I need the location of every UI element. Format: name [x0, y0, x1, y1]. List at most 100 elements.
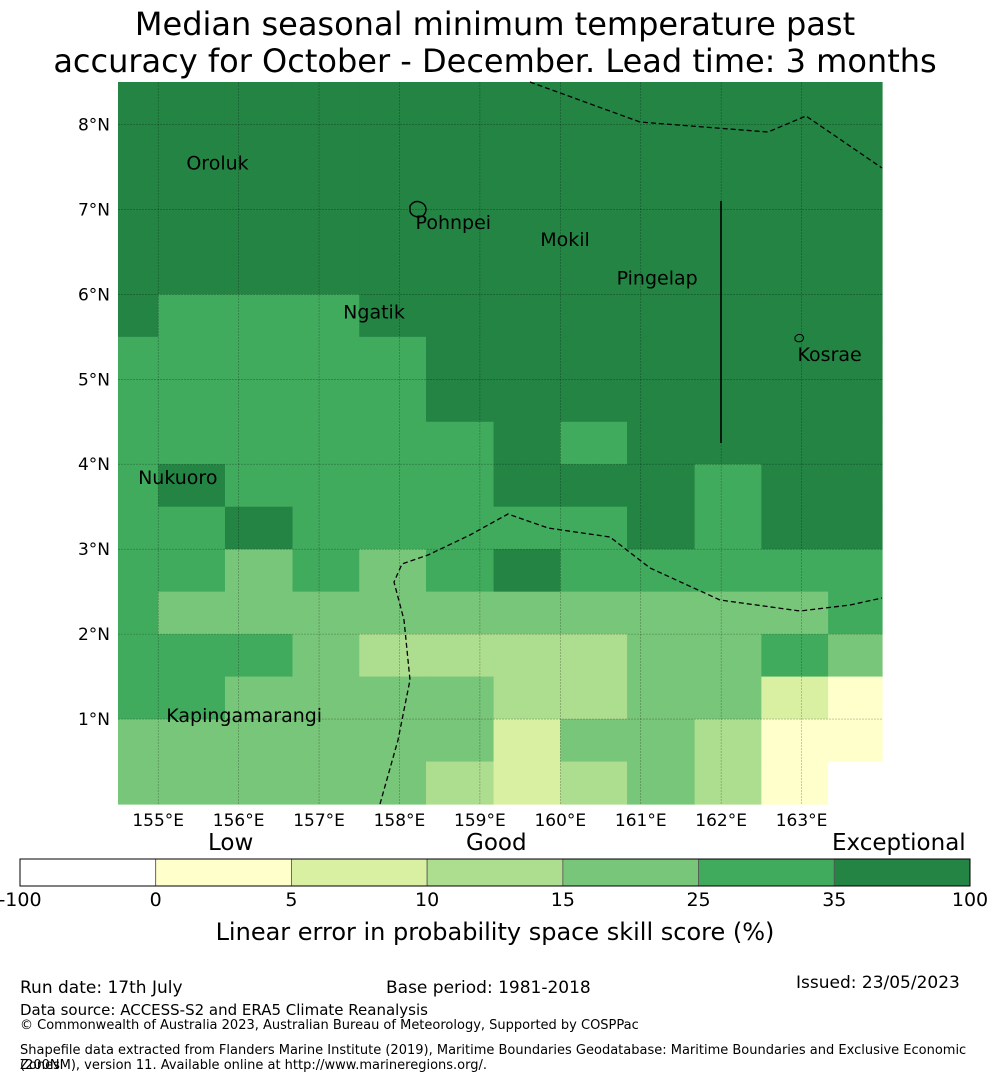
colorbar-bin — [155, 858, 292, 887]
skill-cell — [292, 294, 360, 338]
shapefile-credit-line-2: (200NM), version 11. Available online at… — [20, 1058, 488, 1073]
skill-cell — [828, 761, 883, 805]
skill-cell — [224, 549, 294, 593]
skill-cell — [627, 379, 696, 423]
skill-cell — [694, 294, 762, 338]
skill-cell — [493, 379, 561, 423]
longitude-tick-label: 157°E — [293, 811, 345, 830]
skill-cell — [359, 634, 427, 678]
skill-cell — [627, 591, 696, 635]
skill-cell — [493, 761, 561, 805]
island-outlines — [409, 200, 804, 343]
colorbar-tick-label: 25 — [686, 889, 711, 911]
latitude-tick-label: 8°N — [78, 115, 110, 135]
latitude-tick-label: 5°N — [78, 370, 110, 390]
skill-cell — [118, 761, 159, 805]
title-line-1: Median seasonal minimum temperature past — [134, 5, 856, 43]
skill-cell — [118, 464, 159, 508]
place-label-oroluk: Oroluk — [186, 153, 248, 175]
skill-cell — [694, 549, 762, 593]
skill-cell — [359, 82, 427, 295]
skill-cell — [158, 591, 226, 635]
skill-cell — [118, 82, 159, 295]
skill-cell — [694, 719, 762, 763]
skill-cell — [694, 464, 762, 508]
skill-cell — [292, 506, 360, 550]
skill-cell — [118, 634, 159, 678]
skill-cell — [292, 336, 360, 380]
skill-cell — [118, 506, 159, 550]
skill-cell — [627, 719, 696, 763]
skill-cell — [359, 336, 427, 380]
place-labels: Oroluk Pohnpei Mokil Pingelap Ngatik Kosrae Nu… — [138, 153, 862, 727]
skill-cell — [761, 379, 829, 423]
skill-cell — [493, 294, 561, 338]
skill-cell — [224, 82, 294, 295]
skill-cell — [627, 421, 696, 465]
skill-cell — [359, 761, 427, 805]
skill-cell — [224, 506, 294, 550]
skill-cell — [627, 761, 696, 805]
place-label-ngatik: Ngatik — [343, 301, 405, 323]
skill-cell — [359, 591, 427, 635]
skill-cell — [828, 82, 883, 295]
skill-cell — [493, 82, 561, 295]
place-label-kosrae: Kosrae — [798, 344, 862, 366]
skill-cell — [118, 294, 159, 338]
skill-cell — [627, 464, 696, 508]
colorbar-tick-label: 35 — [822, 889, 847, 911]
skill-cell — [292, 82, 360, 295]
colorbar-tick-label: 5 — [285, 889, 298, 911]
skill-cell — [426, 719, 495, 763]
longitude-tick-label: 161°E — [615, 811, 667, 830]
skill-cell — [158, 421, 226, 465]
pohnpei-island-shape — [409, 200, 427, 218]
skill-cell — [426, 676, 495, 720]
colorbar-bin — [291, 858, 428, 887]
skill-cell — [158, 676, 226, 720]
skill-cell — [224, 591, 294, 635]
skill-cell — [761, 82, 829, 295]
skill-cell — [426, 761, 495, 805]
skill-cell — [627, 82, 696, 295]
colorbar-tick-label: -100 — [0, 889, 42, 911]
colorbar-bin — [833, 858, 971, 887]
skill-cell — [158, 464, 226, 508]
latitude-tick-label: 7°N — [78, 200, 110, 220]
longitude-tick-label: 159°E — [454, 811, 506, 830]
skill-cell — [694, 506, 762, 550]
longitude-tick-label: 162°E — [695, 811, 747, 830]
skill-cell — [158, 719, 226, 763]
skill-cell — [828, 421, 883, 465]
skill-cell — [761, 464, 829, 508]
skill-cell — [627, 336, 696, 380]
skill-cell — [118, 379, 159, 423]
skill-cell — [761, 549, 829, 593]
skill-cell — [627, 506, 696, 550]
category-good: Good — [466, 830, 527, 856]
skill-cell — [560, 719, 628, 763]
category-low: Low — [208, 830, 254, 856]
skill-grid-cells — [118, 82, 883, 805]
skill-cell — [158, 506, 226, 550]
skill-cell — [828, 506, 883, 550]
skill-cell — [426, 421, 495, 465]
skill-cell — [359, 719, 427, 763]
latitude-tick-label: 2°N — [78, 625, 110, 645]
skill-cell — [118, 676, 159, 720]
skill-cell — [761, 294, 829, 338]
skill-cell — [761, 591, 829, 635]
place-label-nukuoro: Nukuoro — [138, 467, 217, 489]
colorbar-bin — [19, 858, 157, 887]
skill-cell — [560, 294, 628, 338]
skill-cell — [694, 676, 762, 720]
skill-cell — [694, 336, 762, 380]
skill-cell — [627, 634, 696, 678]
skill-cell — [560, 591, 628, 635]
place-label-pingelap: Pingelap — [617, 267, 698, 289]
skill-cell — [560, 379, 628, 423]
skill-cell — [224, 464, 294, 508]
colorbar-title: Linear error in probability space skill … — [215, 918, 775, 946]
skill-cell — [493, 421, 561, 465]
skill-cell — [493, 634, 561, 678]
